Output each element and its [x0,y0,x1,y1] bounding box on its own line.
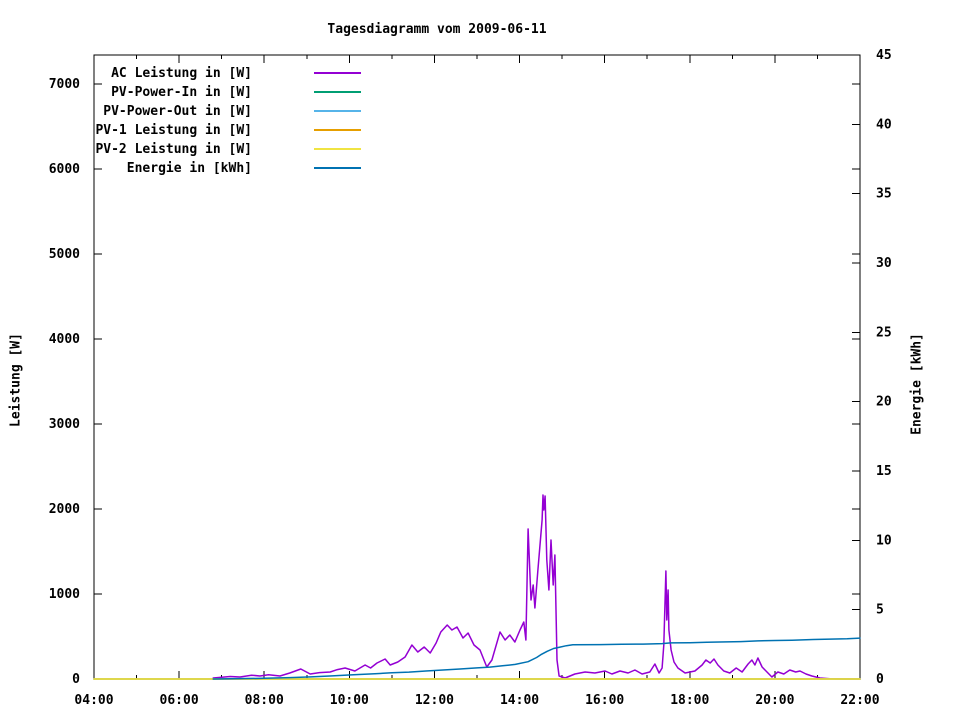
x-tick-label: 16:00 [585,693,624,708]
y-tick-label: 5000 [49,247,80,262]
y-tick-label: 1000 [49,587,80,602]
y-tick-label: 2000 [49,502,80,517]
y-axis-label: Leistung [W] [8,333,24,427]
legend-label-pv2_leistung: PV-2 Leistung in [W] [95,142,252,157]
y2-tick-label: 20 [876,395,892,410]
x-tick-label: 08:00 [245,693,284,708]
series-ac_leistung [212,494,861,680]
legend-label-pv1_leistung: PV-1 Leistung in [W] [95,123,252,138]
y-tick-label: 4000 [49,332,80,347]
y2-tick-label: 25 [876,325,892,340]
x-tick-label: 18:00 [670,693,709,708]
x-tick-label: 12:00 [415,693,454,708]
legend-label-pv_power_out: PV-Power-Out in [W] [103,104,252,119]
y-tick-label: 7000 [49,77,80,92]
x-tick-label: 14:00 [500,693,539,708]
y2-tick-label: 5 [876,603,884,618]
chart-title: Tagesdiagramm vom 2009-06-11 [327,22,547,37]
y2-tick-label: 30 [876,256,892,271]
y2-tick-label: 35 [876,187,892,202]
y-tick-label: 3000 [49,417,80,432]
x-tick-label: 22:00 [840,693,879,708]
x-tick-label: 06:00 [160,693,199,708]
y-tick-label: 0 [72,672,80,687]
y2-tick-label: 0 [876,672,884,687]
y2-tick-label: 10 [876,533,892,548]
x-tick-label: 04:00 [74,693,113,708]
x-tick-label: 20:00 [755,693,794,708]
y2-tick-label: 15 [876,464,892,479]
y2-tick-label: 40 [876,117,892,132]
y-tick-label: 6000 [49,162,80,177]
legend-label-ac_leistung: AC Leistung in [W] [111,66,252,81]
y2-tick-label: 45 [876,48,892,63]
legend-label-pv_power_in: PV-Power-In in [W] [111,85,252,100]
series-energie [212,637,861,680]
y2-axis-label: Energie [kWh] [909,333,925,435]
legend-label-energie: Energie in [kWh] [127,161,252,176]
x-tick-label: 10:00 [330,693,369,708]
